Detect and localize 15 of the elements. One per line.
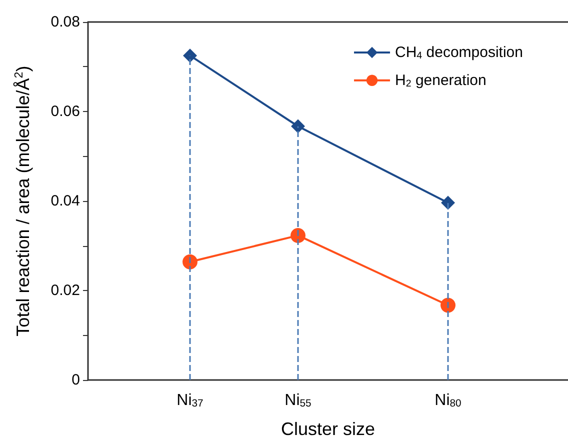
y-tick-label: 0.06 — [50, 103, 80, 120]
y-tick-label: 0.02 — [50, 282, 80, 299]
point — [290, 228, 306, 243]
point — [182, 254, 198, 270]
point — [440, 298, 456, 313]
y-axis-title: Total reaction / area (molecule/Å2) — [12, 66, 33, 336]
x-axis-title: Cluster size — [280, 419, 376, 439]
y-tick-label: 0.04 — [50, 192, 80, 210]
legend-label: H2 generation — [395, 72, 486, 90]
y-tick-label: 0 — [72, 372, 80, 388]
point — [291, 119, 305, 134]
point — [183, 48, 197, 63]
y-tick-label: 0.08 — [50, 14, 80, 30]
legend-label: CH4 decomposition — [395, 44, 524, 62]
point — [441, 196, 455, 210]
